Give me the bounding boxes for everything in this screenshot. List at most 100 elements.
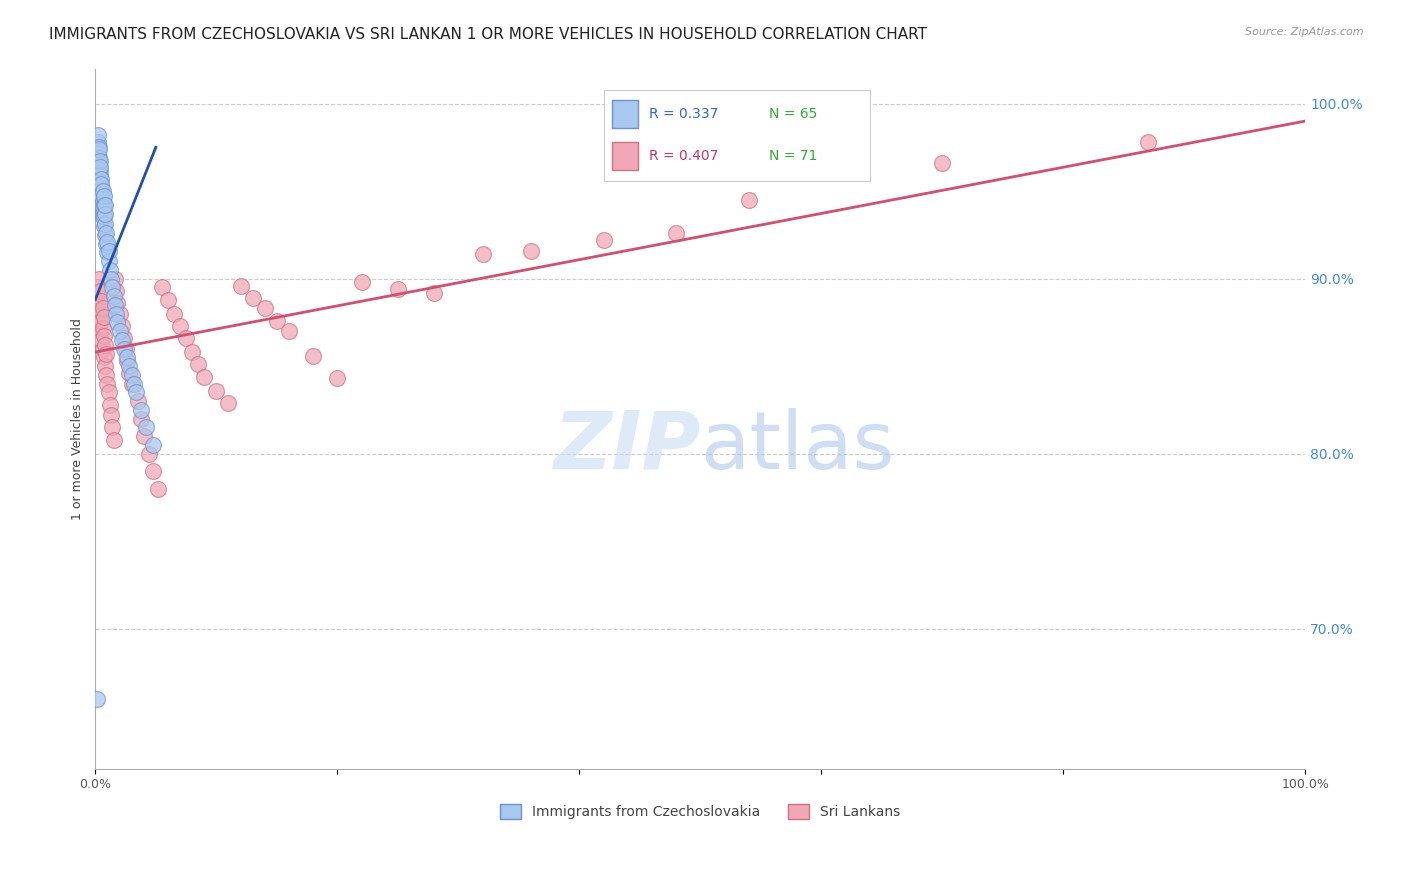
Point bbox=[90, 198, 112, 212]
Point bbox=[1137, 135, 1160, 149]
Point bbox=[87, 293, 110, 307]
Point bbox=[111, 333, 134, 347]
Point bbox=[87, 315, 110, 329]
Point bbox=[112, 331, 135, 345]
Point bbox=[87, 145, 110, 160]
Point bbox=[738, 193, 761, 207]
Point bbox=[90, 193, 112, 207]
Point bbox=[94, 198, 117, 212]
Point bbox=[148, 482, 170, 496]
Point bbox=[97, 254, 120, 268]
Point bbox=[187, 357, 209, 371]
Point bbox=[90, 313, 112, 327]
Point bbox=[94, 359, 117, 373]
Point bbox=[115, 351, 138, 365]
Point bbox=[89, 160, 111, 174]
Point bbox=[97, 385, 120, 400]
Point bbox=[87, 175, 110, 189]
Point bbox=[108, 324, 131, 338]
Point bbox=[89, 169, 111, 183]
Point bbox=[89, 303, 111, 318]
Point bbox=[387, 282, 409, 296]
Point bbox=[87, 307, 110, 321]
Point bbox=[89, 154, 111, 169]
Point bbox=[103, 433, 125, 447]
Point bbox=[121, 376, 143, 391]
Text: ZIP: ZIP bbox=[553, 408, 700, 485]
Point bbox=[142, 438, 165, 452]
Point bbox=[118, 366, 141, 380]
Point bbox=[87, 158, 110, 172]
Point bbox=[86, 140, 108, 154]
Point bbox=[217, 396, 239, 410]
Point bbox=[592, 233, 614, 247]
Point bbox=[229, 278, 252, 293]
Point bbox=[98, 398, 121, 412]
Point bbox=[101, 280, 124, 294]
Point bbox=[193, 369, 215, 384]
Point bbox=[90, 177, 112, 191]
Point bbox=[104, 284, 127, 298]
Point bbox=[96, 236, 118, 251]
Point bbox=[115, 353, 138, 368]
Point bbox=[87, 271, 110, 285]
Text: atlas: atlas bbox=[700, 408, 894, 485]
Point bbox=[125, 385, 148, 400]
Point bbox=[90, 171, 112, 186]
Point bbox=[87, 153, 110, 167]
Point bbox=[91, 320, 114, 334]
Point bbox=[350, 275, 373, 289]
Point bbox=[93, 198, 115, 212]
Point bbox=[87, 128, 110, 142]
Point bbox=[131, 402, 153, 417]
Point bbox=[103, 289, 125, 303]
Point bbox=[101, 420, 124, 434]
Point bbox=[96, 347, 118, 361]
Point bbox=[423, 285, 446, 300]
Point bbox=[96, 226, 118, 240]
Point bbox=[91, 342, 114, 356]
Point bbox=[108, 307, 131, 321]
Point bbox=[86, 289, 108, 303]
Point bbox=[931, 156, 953, 170]
Point bbox=[96, 245, 118, 260]
Point bbox=[87, 280, 110, 294]
Point bbox=[90, 333, 112, 347]
Point bbox=[89, 178, 111, 193]
Point bbox=[87, 169, 110, 184]
Point bbox=[121, 368, 143, 382]
Point bbox=[181, 345, 204, 359]
Point bbox=[169, 318, 191, 333]
Point bbox=[86, 149, 108, 163]
Point bbox=[142, 464, 165, 478]
Point bbox=[90, 182, 112, 196]
Point bbox=[302, 349, 325, 363]
Point bbox=[278, 324, 301, 338]
Point bbox=[94, 227, 117, 242]
Point bbox=[104, 298, 127, 312]
Point bbox=[112, 342, 135, 356]
Point bbox=[93, 209, 115, 223]
Point bbox=[118, 359, 141, 373]
Point bbox=[520, 244, 543, 258]
Point bbox=[135, 420, 157, 434]
Point bbox=[105, 315, 128, 329]
Point bbox=[105, 296, 128, 310]
Point bbox=[122, 376, 145, 391]
Point bbox=[96, 235, 118, 249]
Point bbox=[96, 376, 118, 391]
Point bbox=[87, 161, 110, 176]
Point bbox=[90, 187, 112, 202]
Point bbox=[131, 411, 153, 425]
Text: Source: ZipAtlas.com: Source: ZipAtlas.com bbox=[1246, 27, 1364, 37]
Point bbox=[89, 324, 111, 338]
Point bbox=[94, 217, 117, 231]
Point bbox=[100, 408, 122, 422]
Point bbox=[114, 342, 136, 356]
Point bbox=[326, 371, 349, 385]
Text: IMMIGRANTS FROM CZECHOSLOVAKIA VS SRI LANKAN 1 OR MORE VEHICLES IN HOUSEHOLD COR: IMMIGRANTS FROM CZECHOSLOVAKIA VS SRI LA… bbox=[49, 27, 927, 42]
Point bbox=[150, 280, 173, 294]
Point bbox=[87, 151, 110, 165]
Point bbox=[163, 307, 186, 321]
Point bbox=[93, 219, 115, 233]
